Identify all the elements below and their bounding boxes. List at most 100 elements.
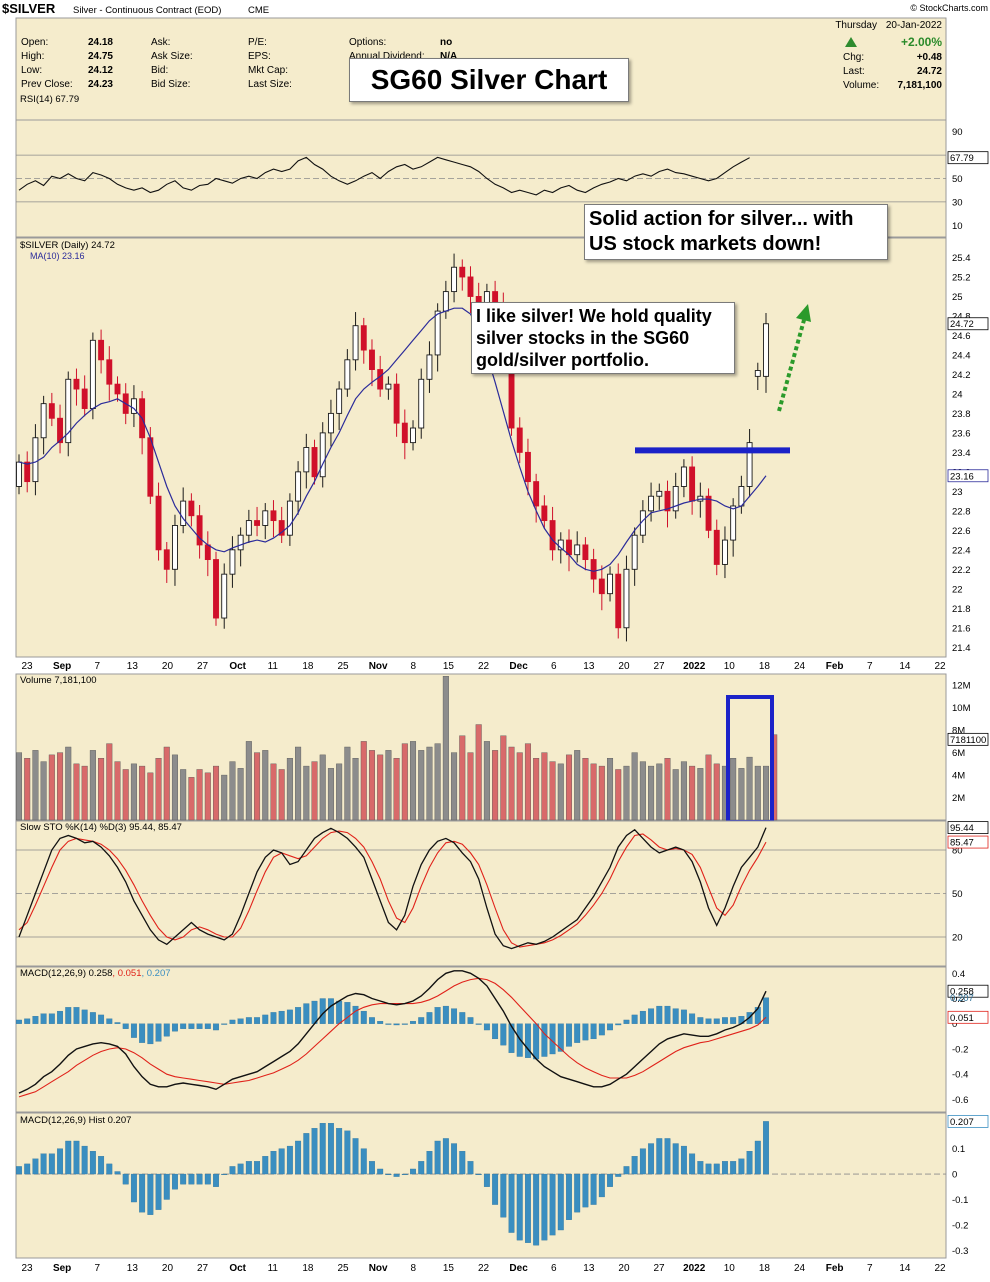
- candle-body: [155, 495, 162, 551]
- histogram-bar: [114, 1171, 121, 1175]
- histogram-bar: [286, 1145, 293, 1175]
- histogram-bar: [639, 1148, 646, 1175]
- histogram-bar: [106, 1163, 113, 1175]
- axis-tick-label: 21.4: [952, 643, 971, 654]
- histogram-bar: [549, 1173, 556, 1236]
- volume-bar: [73, 763, 80, 821]
- candle-body: [48, 403, 55, 419]
- candle-body: [57, 417, 63, 444]
- candle-body: [680, 466, 687, 487]
- candle-body: [303, 447, 310, 473]
- volume-bar: [16, 752, 23, 821]
- candle-body: [631, 534, 638, 570]
- volume-bar: [319, 754, 326, 821]
- date-label-bottom: 20: [162, 1263, 174, 1274]
- axis-tick-label: 2M: [952, 793, 965, 804]
- volume-bar: [155, 758, 162, 821]
- date-label-top: Nov: [369, 661, 388, 672]
- histogram-bar: [196, 1173, 203, 1185]
- candle-body: [730, 505, 737, 541]
- candle-body: [533, 481, 540, 507]
- histogram-bar: [623, 1166, 630, 1175]
- volume-bar: [623, 765, 630, 821]
- volume-bar: [65, 746, 72, 821]
- macd-legend: MACD(12,26,9) 0.258, 0.051, 0.207: [20, 968, 171, 979]
- volume-bar: [254, 752, 261, 821]
- green-arrow-head: [796, 304, 811, 322]
- candle-body: [245, 520, 252, 536]
- macd-hist-bar: [221, 1023, 228, 1025]
- volume-bar: [713, 763, 720, 821]
- axis-tick-label: 80: [952, 846, 963, 857]
- volume-bar: [533, 758, 540, 821]
- volume-bar: [171, 754, 178, 821]
- axis-tick-label: 24.8: [952, 311, 971, 322]
- histogram-bar: [344, 1130, 351, 1175]
- axis-tick-label: 0.2: [952, 994, 965, 1005]
- macd-hist-bar: [689, 1013, 696, 1024]
- candle-body: [722, 539, 728, 565]
- histogram-bar: [656, 1138, 663, 1175]
- macd-hist-bar: [516, 1023, 523, 1057]
- date-label-top: 18: [302, 661, 314, 672]
- volume-bar: [607, 758, 614, 821]
- macd-background: [15, 966, 947, 1113]
- macd-hist-bar: [508, 1023, 515, 1053]
- stat-value: +0.48: [917, 52, 943, 63]
- macd-line: [18, 970, 767, 1094]
- candle-body: [763, 323, 769, 377]
- date-label-top: Oct: [229, 661, 246, 672]
- histogram-bar: [369, 1161, 375, 1175]
- macd-hist-bar: [705, 1018, 712, 1024]
- macd-hist-bar: [155, 1023, 162, 1042]
- histogram-bar: [180, 1173, 187, 1185]
- macd-hist-bar: [254, 1017, 261, 1024]
- volume-bar: [582, 758, 589, 821]
- volume-bar: [541, 752, 548, 821]
- histogram-bar: [245, 1161, 252, 1175]
- macd-hist-bar: [582, 1023, 589, 1041]
- axis-tick-label: 24.4: [952, 350, 971, 361]
- histogram-panel: -0.3 -0.2 -0.1 0 0.1 MACD(12,26,9) Hist 0.207…: [15, 1112, 989, 1259]
- price-last-value: 24.72: [950, 319, 974, 330]
- volume-bar: [598, 765, 605, 821]
- macd-hist-bar: [615, 1023, 622, 1026]
- axis-tick-label: -0.2: [952, 1044, 968, 1055]
- axis-tick-label: 90: [952, 127, 963, 138]
- candle-body: [451, 266, 458, 293]
- date-label-bottom: 13: [127, 1263, 139, 1274]
- axis-tick-label: 30: [952, 197, 963, 208]
- volume-bar: [393, 758, 400, 821]
- histogram-bar: [574, 1173, 581, 1213]
- date-label-top: Sep: [53, 661, 71, 672]
- day-label: Thursday: [835, 20, 877, 31]
- price-panel: 21.421.621.82222.222.422.622.82323.223.4…: [15, 237, 989, 658]
- volume-bar: [229, 761, 236, 821]
- axis-tick-label: 24: [952, 389, 963, 400]
- volume-bar: [262, 750, 269, 821]
- stat-value: no: [440, 37, 452, 48]
- candle-body: [147, 437, 154, 497]
- candle-body: [270, 510, 277, 522]
- volume-bar: [410, 741, 417, 821]
- volume-bar: [48, 754, 55, 821]
- macd-hist-bar: [483, 1023, 490, 1031]
- stochastic-d-value: 85.47: [950, 838, 974, 849]
- histogram-bar: [319, 1123, 326, 1175]
- histogram-bar: [722, 1161, 728, 1175]
- volume-bar: [557, 763, 564, 821]
- macd-hist-bar: [664, 1005, 671, 1024]
- macd-signal-last-value: 0.051: [950, 1013, 974, 1024]
- macd-hist-bar: [442, 1005, 449, 1024]
- volume-bar: [188, 777, 195, 821]
- histogram-bar: [689, 1153, 696, 1175]
- axis-tick-label: 4M: [952, 771, 965, 782]
- histogram-bar: [705, 1163, 712, 1175]
- date-label-bottom: Sep: [53, 1263, 71, 1274]
- candle-body: [574, 544, 581, 556]
- axis-tick-label: 0: [952, 1019, 957, 1030]
- candle-body: [65, 378, 72, 444]
- date-label-bottom: Dec: [509, 1263, 528, 1274]
- stat-label: Mkt Cap:: [248, 65, 288, 76]
